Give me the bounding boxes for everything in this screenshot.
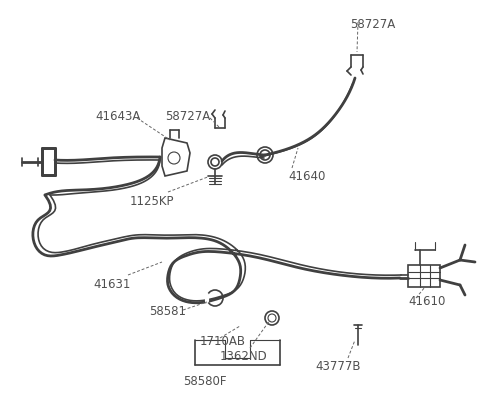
Text: 1125KP: 1125KP	[130, 195, 174, 208]
Text: 41640: 41640	[288, 170, 325, 183]
Text: 58727A: 58727A	[166, 110, 211, 123]
Text: 41643A: 41643A	[96, 110, 141, 123]
Bar	[408, 265, 440, 287]
Text: 58580F: 58580F	[183, 375, 227, 388]
Text: 41631: 41631	[93, 278, 131, 291]
Text: 1710AB: 1710AB	[200, 335, 246, 348]
Text: 43777B: 43777B	[315, 360, 361, 373]
Text: 1362ND: 1362ND	[220, 350, 268, 363]
Text: 58581: 58581	[149, 305, 187, 318]
Text: 58727A: 58727A	[350, 18, 395, 31]
Text: 41610: 41610	[408, 295, 445, 308]
